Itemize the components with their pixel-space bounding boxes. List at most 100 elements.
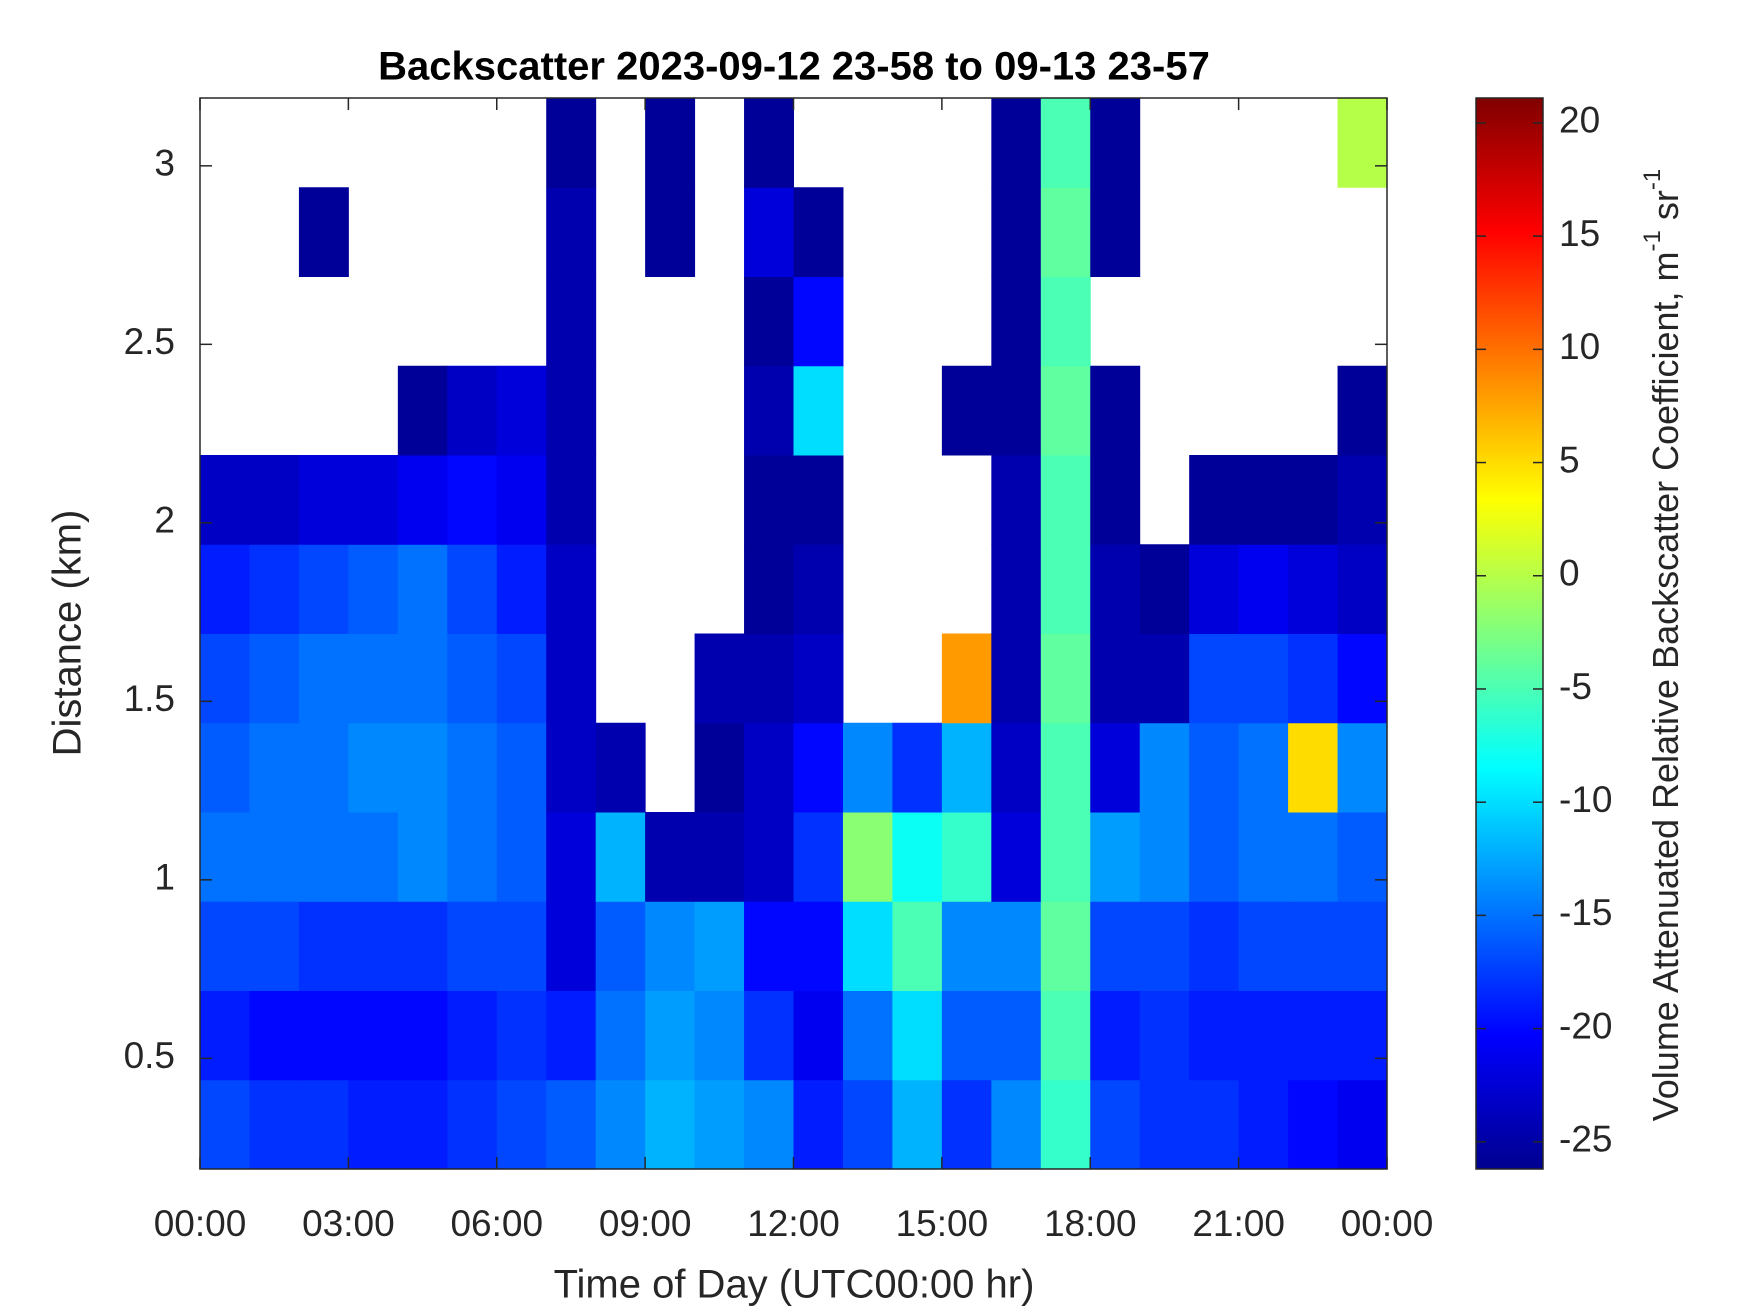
heatmap-cell — [546, 990, 597, 1081]
heatmap-cell — [645, 990, 696, 1081]
heatmap-cell — [1040, 544, 1091, 634]
heatmap-cell — [298, 722, 349, 813]
heatmap-cell — [496, 812, 547, 902]
heatmap-cell — [1288, 722, 1339, 813]
heatmap-cell — [1090, 901, 1141, 991]
heatmap-cell — [447, 1079, 498, 1170]
heatmap-cell — [447, 633, 498, 724]
heatmap-cell — [991, 455, 1042, 545]
heatmap-cell — [348, 901, 399, 991]
heatmap-cell — [1238, 1079, 1289, 1170]
heatmap-cell — [1090, 187, 1141, 277]
heatmap-cell — [744, 98, 794, 188]
heatmap-cell — [1337, 990, 1388, 1081]
colorbar — [1475, 97, 1544, 1170]
heatmap-cell — [1189, 544, 1240, 634]
heatmap-cell — [1090, 990, 1141, 1081]
colorbar-label-mid: sr — [1645, 190, 1686, 230]
heatmap-cell — [744, 1079, 794, 1170]
heatmap-cell — [1139, 544, 1190, 634]
heatmap-cell — [298, 901, 349, 991]
heatmap-cell — [1090, 544, 1141, 634]
x-tick-label: 00:00 — [154, 1203, 247, 1244]
heatmap-cell — [546, 901, 597, 991]
heatmap-cell — [1238, 990, 1289, 1081]
heatmap-cell — [1238, 812, 1289, 902]
y-tick-label: 2.5 — [124, 321, 175, 362]
heatmap-cell — [694, 812, 745, 902]
heatmap-cell — [1189, 990, 1240, 1081]
heatmap-cell — [941, 1079, 992, 1170]
heatmap-cell — [744, 187, 794, 277]
heatmap-cell — [744, 544, 794, 634]
heatmap-cell — [744, 812, 794, 902]
heatmap-cell — [1238, 722, 1289, 813]
heatmap-cell — [1040, 990, 1091, 1081]
heatmap-cell — [1337, 722, 1388, 813]
colorbar-tick-label: 20 — [1559, 100, 1600, 141]
heatmap-cell — [793, 187, 844, 277]
heatmap-cell — [645, 187, 696, 277]
heatmap-cells — [200, 98, 1388, 1170]
y-axis-label: Distance (km) — [46, 510, 90, 757]
y-tick-label: 3 — [154, 143, 175, 184]
heatmap-cell — [793, 633, 844, 724]
heatmap-cell — [941, 812, 992, 902]
heatmap-cell — [397, 901, 448, 991]
heatmap-cell — [991, 276, 1042, 367]
heatmap-cell — [1090, 365, 1141, 456]
heatmap-cell — [546, 633, 597, 724]
heatmap-cell — [249, 812, 300, 902]
heatmap-cell — [397, 455, 448, 545]
heatmap-cell — [645, 1079, 696, 1170]
heatmap-cell — [941, 633, 992, 724]
x-tick-label: 18:00 — [1044, 1203, 1137, 1244]
heatmap-cell — [249, 633, 300, 724]
heatmap-cell — [694, 990, 745, 1081]
heatmap-cell — [892, 1079, 943, 1170]
heatmap-cell — [298, 1079, 349, 1170]
heatmap-cell — [447, 901, 498, 991]
heatmap-cell — [694, 1079, 745, 1170]
heatmap-cell — [348, 812, 399, 902]
heatmap-cell — [496, 901, 547, 991]
colorbar-tick-label: 10 — [1559, 326, 1600, 367]
heatmap-cell — [1040, 455, 1091, 545]
heatmap-cell — [546, 187, 597, 277]
x-tick-label: 12:00 — [747, 1203, 840, 1244]
x-tick-label: 21:00 — [1192, 1203, 1285, 1244]
heatmap-cell — [496, 1079, 547, 1170]
heatmap-cell — [694, 633, 745, 724]
heatmap-cell — [496, 544, 547, 634]
heatmap-cell — [1337, 455, 1388, 545]
heatmap-cell — [892, 990, 943, 1081]
heatmap-cell — [496, 722, 547, 813]
heatmap-cell — [1288, 544, 1339, 634]
heatmap-cell — [744, 722, 794, 813]
heatmap-cell — [200, 544, 250, 634]
heatmap-cell — [249, 722, 300, 813]
heatmap-cell — [842, 901, 893, 991]
heatmap-cell — [1337, 812, 1388, 902]
heatmap-cell — [200, 455, 250, 545]
heatmap-cell — [694, 901, 745, 991]
colorbar-tick-label: -10 — [1559, 779, 1612, 820]
heatmap-cell — [1040, 1079, 1091, 1170]
heatmap-cell — [1189, 901, 1240, 991]
heatmap-cell — [1337, 98, 1388, 188]
heatmap-cell — [941, 722, 992, 813]
heatmap-cell — [397, 365, 448, 456]
heatmap-cell — [793, 901, 844, 991]
heatmap-cell — [447, 365, 498, 456]
heatmap-cell — [793, 455, 844, 545]
y-tick-label: 2 — [154, 500, 175, 541]
heatmap-cell — [793, 1079, 844, 1170]
heatmap-cell — [1139, 1079, 1190, 1170]
heatmap-cell — [991, 901, 1042, 991]
heatmap-cell — [496, 365, 547, 456]
heatmap-cell — [1139, 633, 1190, 724]
heatmap-cell — [397, 544, 448, 634]
heatmap-cell — [447, 722, 498, 813]
heatmap-cell — [991, 98, 1042, 188]
